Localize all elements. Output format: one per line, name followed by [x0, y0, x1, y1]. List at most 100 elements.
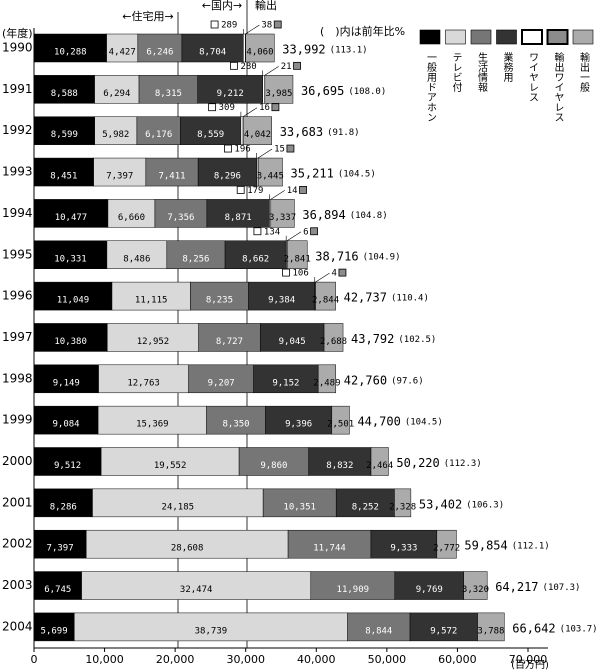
y-tick-label: 1995 — [2, 247, 33, 261]
total-label: 66,642 — [512, 621, 555, 635]
value-label: 28,608 — [171, 544, 204, 554]
legend-label: 業務用 — [501, 51, 513, 83]
x-tick-label: 70,000 — [509, 653, 548, 666]
label-icon — [282, 268, 290, 277]
value-label: 32,474 — [180, 585, 213, 595]
value-label: 15,369 — [136, 420, 169, 430]
bar-segment — [33, 281, 113, 311]
value-label: 8,235 — [206, 296, 233, 306]
value-label: 24,185 — [162, 502, 195, 512]
value-label: 2,772 — [433, 544, 460, 554]
value-label: 8,559 — [197, 130, 224, 140]
bar-segment — [181, 33, 244, 63]
value-label: 9,396 — [285, 420, 312, 430]
value-label: 38,739 — [195, 626, 228, 636]
y-tick-label: 1999 — [2, 413, 33, 427]
value-label: 9,152 — [272, 378, 299, 388]
bar-segment — [243, 33, 246, 63]
bar-segment — [73, 612, 348, 642]
value-label: 7,397 — [106, 172, 133, 182]
growth-label: (91.8) — [327, 128, 360, 138]
y-tick-label: 2000 — [2, 454, 33, 468]
total-label: 36,695 — [301, 84, 344, 98]
x-tick-label: 0 — [31, 653, 38, 666]
total-label: 42,737 — [344, 291, 387, 305]
value-label: 11,744 — [313, 544, 346, 554]
label-icon — [338, 268, 347, 277]
y-tick-label: 2001 — [2, 495, 33, 509]
bar-segment — [315, 281, 336, 311]
bar-segment — [206, 199, 270, 228]
bar-segment — [107, 199, 156, 228]
total-label: 38,716 — [315, 249, 358, 263]
bar-segment — [253, 364, 319, 394]
leader-line — [264, 66, 279, 76]
bar-segment — [85, 529, 289, 559]
bar-segment — [33, 529, 87, 559]
label-icon — [271, 103, 280, 112]
value-label: 8,486 — [123, 254, 150, 264]
y-tick-label: 2004 — [2, 619, 33, 633]
bar-segment — [33, 33, 107, 63]
value-label: 3,445 — [257, 172, 284, 182]
value-label: 9,512 — [54, 461, 81, 471]
bar-segment — [394, 488, 412, 518]
bar-segment — [335, 488, 395, 518]
legend-label: 一般用ドアホン — [425, 52, 437, 122]
value-label: 9,207 — [208, 378, 235, 388]
growth-label: (104.9) — [363, 252, 401, 262]
legend-swatch — [521, 29, 543, 45]
value-label: 2,841 — [284, 254, 311, 264]
bar-segment — [394, 571, 465, 600]
bar-segment — [33, 75, 95, 104]
annotation: 輸出 — [255, 0, 277, 12]
value-label: 6,294 — [103, 89, 130, 99]
value-label: 134 — [264, 227, 280, 237]
bar-segment — [33, 364, 99, 394]
value-label: 7,356 — [167, 213, 194, 223]
bar-segment — [190, 281, 249, 311]
value-label: 2,688 — [320, 337, 347, 347]
x-tick-label: 30,000 — [226, 653, 265, 666]
bar-segment — [242, 116, 272, 145]
value-label: 3,788 — [477, 626, 504, 636]
growth-label: (113.1) — [330, 46, 368, 56]
value-label: 19,552 — [154, 461, 187, 471]
annotation: ←国内→ — [202, 0, 242, 12]
growth-label: (106.3) — [466, 500, 504, 510]
value-label: 12,763 — [127, 378, 160, 388]
value-label: 3,320 — [462, 585, 489, 595]
bar-segment — [107, 323, 199, 352]
growth-label: (107.3) — [543, 583, 581, 593]
bar-segment — [33, 612, 75, 642]
bar-segment — [477, 612, 505, 642]
total-label: 33,683 — [280, 125, 323, 139]
bar-segment — [97, 405, 207, 435]
bar-segment — [206, 405, 266, 435]
bar-segment — [317, 364, 337, 394]
value-label: 8,588 — [51, 89, 78, 99]
legend-swatch — [546, 29, 569, 45]
bar-segment — [33, 447, 102, 476]
bar-segment — [166, 240, 226, 269]
value-label: 8,252 — [352, 502, 379, 512]
value-label: 4 — [332, 269, 337, 279]
y-tick-label: 1991 — [2, 82, 33, 96]
value-label: 6,246 — [146, 48, 173, 58]
total-label: 36,894 — [302, 208, 345, 222]
value-label: 3,337 — [269, 213, 296, 223]
bar-segment — [198, 323, 261, 352]
bar-segment — [33, 116, 95, 145]
growth-label: (108.0) — [348, 87, 386, 97]
y-tick-label: 2002 — [2, 537, 33, 551]
legend-swatch — [419, 29, 441, 45]
bar-segment — [197, 157, 257, 187]
bar-segment — [33, 199, 109, 228]
bar-segment — [264, 75, 294, 104]
value-label: 2,501 — [327, 420, 354, 430]
growth-label: (110.4) — [391, 294, 429, 304]
bar-segment — [331, 405, 350, 435]
growth-label: (112.3) — [444, 459, 482, 469]
value-label: 196 — [234, 145, 250, 155]
value-label: 9,572 — [430, 626, 457, 636]
